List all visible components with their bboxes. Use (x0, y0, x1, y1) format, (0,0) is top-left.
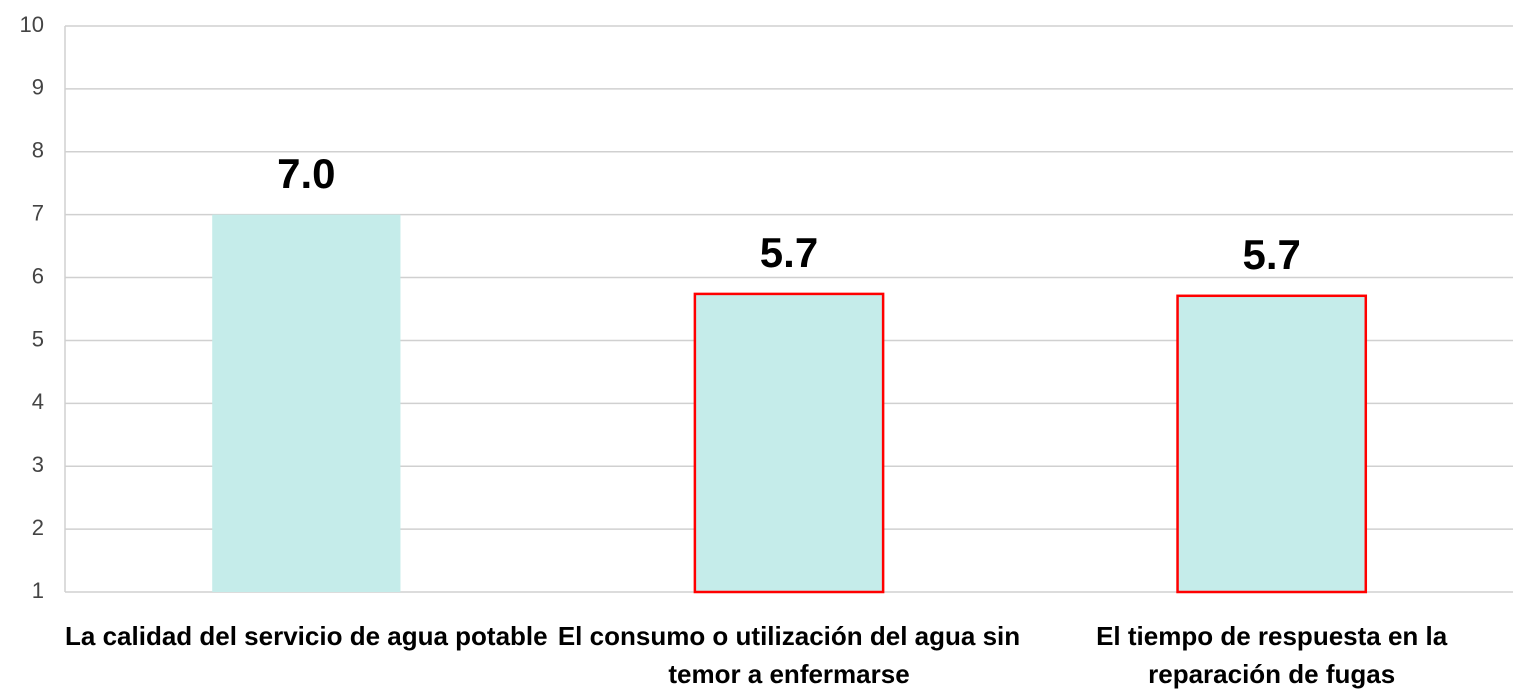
value-label: 5.7 (760, 229, 818, 276)
y-tick-label: 9 (32, 75, 44, 100)
bar (212, 214, 401, 592)
value-label: 7.0 (277, 150, 335, 197)
y-tick-label: 3 (32, 452, 44, 477)
x-tick-label: La calidad del servicio de agua potable (65, 621, 548, 651)
value-label: 5.7 (1242, 231, 1300, 278)
y-tick-label: 8 (32, 138, 44, 163)
x-tick-label: El consumo o utilización del agua sin te… (557, 621, 1021, 689)
y-tick-label: 7 (32, 200, 44, 225)
y-tick-label: 10 (20, 12, 44, 37)
bar (693, 292, 885, 594)
bar (1176, 294, 1368, 594)
y-tick-label: 4 (32, 389, 44, 414)
y-tick-label: 6 (32, 263, 44, 288)
y-tick-label: 1 (32, 578, 44, 603)
x-tick-label: El tiempo de respuesta en la reparación … (1096, 621, 1448, 689)
y-tick-label: 5 (32, 326, 44, 351)
y-tick-label: 2 (32, 515, 44, 540)
